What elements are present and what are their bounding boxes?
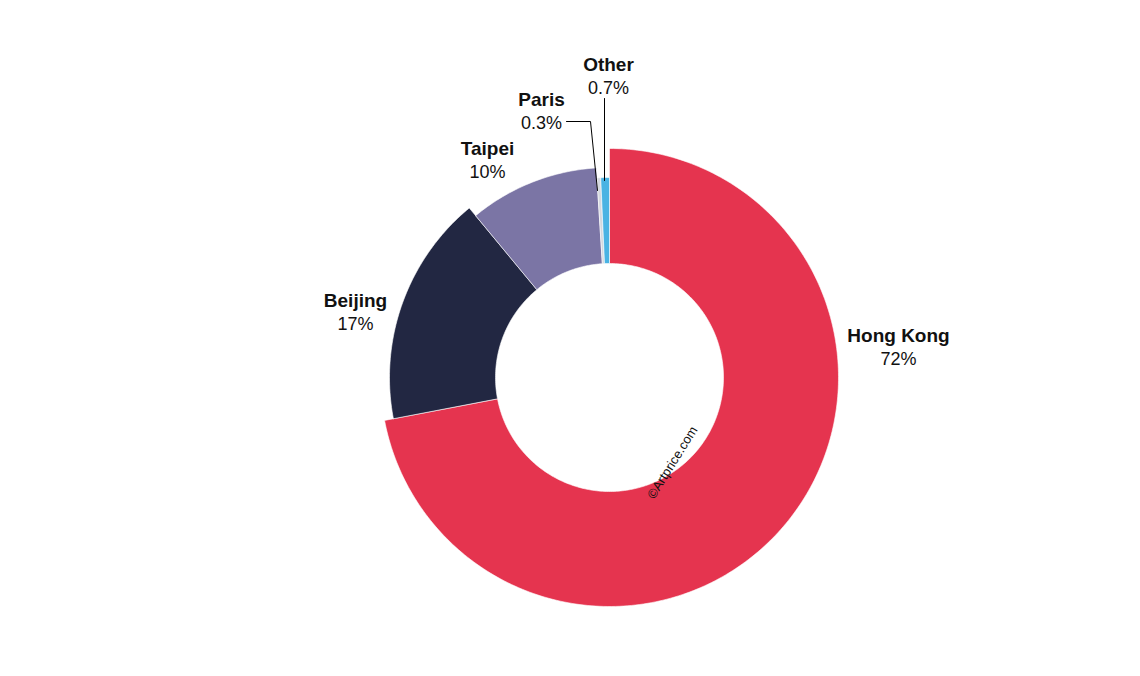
- svg-text:Beijing: Beijing: [324, 290, 387, 311]
- svg-text:©Artprice.com: ©Artprice.com: [644, 423, 700, 501]
- svg-text:Taipei: Taipei: [461, 138, 515, 159]
- svg-text:17%: 17%: [337, 314, 373, 334]
- svg-text:Hong Kong: Hong Kong: [847, 325, 949, 346]
- svg-text:0.7%: 0.7%: [588, 78, 629, 98]
- svg-text:72%: 72%: [880, 349, 916, 369]
- svg-text:10%: 10%: [469, 162, 505, 182]
- svg-text:Paris: Paris: [518, 89, 564, 110]
- svg-text:Other: Other: [583, 54, 634, 75]
- svg-text:0.3%: 0.3%: [521, 113, 562, 133]
